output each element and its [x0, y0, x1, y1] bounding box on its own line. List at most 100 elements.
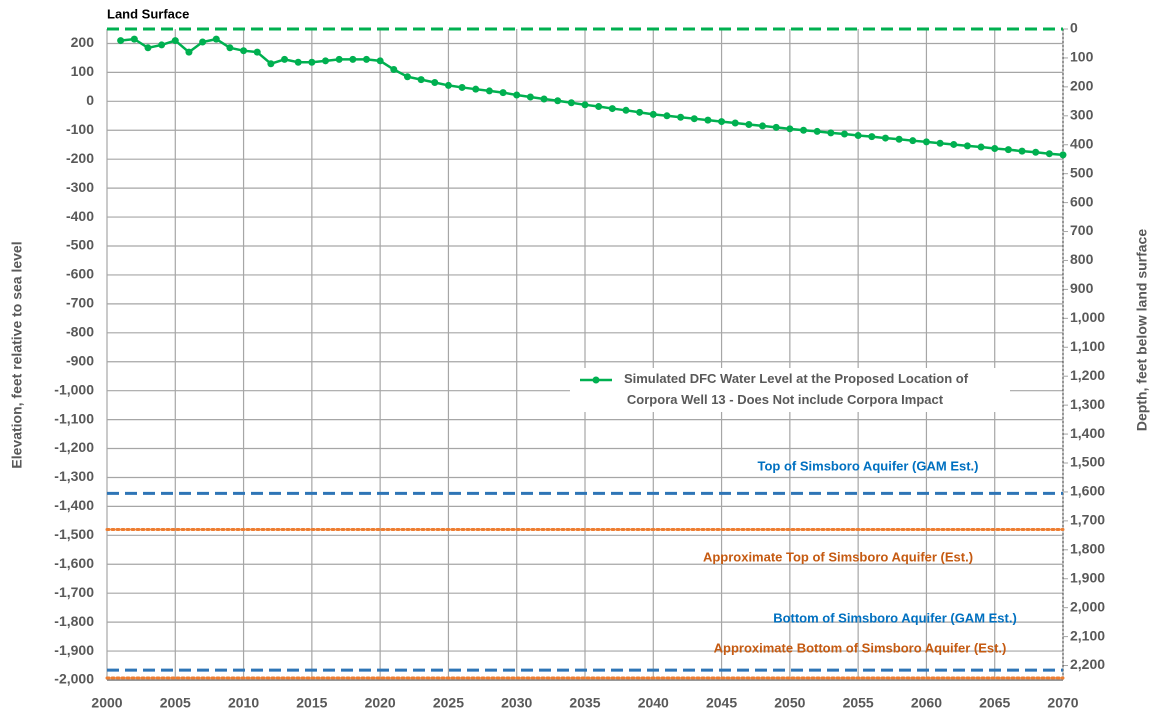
data-point: [308, 58, 316, 66]
y-tick-label: -600: [66, 266, 94, 282]
y-tick-label: -1,100: [54, 410, 94, 426]
data-point: [840, 130, 848, 138]
data-point: [909, 137, 917, 145]
series-line: [120, 37, 1064, 157]
data-point: [731, 119, 739, 127]
y-tick-label: 100: [71, 63, 95, 79]
y2-tick-label: 1,200: [1070, 367, 1105, 383]
data-point: [526, 93, 534, 101]
data-point: [963, 142, 971, 150]
y2-tick-label: 100: [1070, 49, 1094, 65]
y-tick-label: -700: [66, 295, 94, 311]
x-tick-label: 2015: [296, 695, 327, 711]
legend: Simulated DFC Water Level at the Propose…: [570, 368, 1010, 412]
y-tick-label: -1,900: [54, 642, 94, 658]
y-tick-label: -1,000: [54, 381, 94, 397]
data-point: [253, 48, 261, 56]
data-point: [376, 57, 384, 65]
y2-tick-label: 2,000: [1070, 598, 1105, 614]
x-tick-label: 2010: [228, 695, 259, 711]
x-tick-label: 2050: [774, 695, 805, 711]
y-tick-label: -1,500: [54, 526, 94, 542]
data-point: [745, 120, 753, 128]
y-tick-label: -1,400: [54, 497, 94, 513]
y2-tick-label: 1,300: [1070, 396, 1105, 412]
data-point: [322, 57, 330, 65]
y2-tick-label: 900: [1070, 280, 1094, 296]
y2-tick-label: 1,700: [1070, 512, 1105, 528]
x-tick-label: 2045: [706, 695, 737, 711]
data-point: [813, 127, 821, 135]
y-tick-label: -800: [66, 324, 94, 340]
data-point: [1032, 148, 1040, 156]
data-point: [1004, 146, 1012, 154]
y-tick-label: -1,700: [54, 584, 94, 600]
data-point: [390, 66, 398, 74]
y2-tick-label: 700: [1070, 222, 1094, 238]
y2-tick-label: 1,400: [1070, 425, 1105, 441]
y2-tick-label: 1,900: [1070, 569, 1105, 585]
data-point: [349, 55, 357, 63]
data-point: [499, 89, 507, 97]
data-point: [608, 105, 616, 113]
y2-tick-label: 400: [1070, 135, 1094, 151]
y-tick-label: -1,200: [54, 439, 94, 455]
legend-swatch-point: [592, 376, 600, 384]
data-point: [991, 144, 999, 152]
y-tick-label: -300: [66, 179, 94, 195]
x-tick-label: 2065: [979, 695, 1010, 711]
data-point: [199, 38, 207, 46]
data-point: [267, 60, 275, 68]
x-tick-label: 2005: [160, 695, 191, 711]
data-point: [458, 83, 466, 91]
data-point: [868, 133, 876, 141]
data-point: [1059, 151, 1067, 159]
y-tick-label: -2,000: [54, 671, 94, 687]
y-tick-label: -500: [66, 237, 94, 253]
reference-label: Approximate Top of Simsboro Aquifer (Est…: [703, 549, 973, 564]
y-tick-label: 0: [86, 92, 94, 108]
x-tick-label: 2035: [569, 695, 600, 711]
data-point: [540, 95, 548, 103]
data-point: [554, 97, 562, 105]
data-point: [567, 99, 575, 107]
y2-axis-title: Depth, feet below land surface: [1134, 229, 1150, 431]
data-point: [212, 35, 220, 43]
data-point: [690, 115, 698, 123]
x-tick-label: 2020: [365, 695, 396, 711]
y-tick-label: -1,300: [54, 468, 94, 484]
y2-tick-label: 800: [1070, 251, 1094, 267]
y2-tick-label: 300: [1070, 107, 1094, 123]
data-point: [513, 91, 521, 99]
y2-tick-label: 1,100: [1070, 338, 1105, 354]
y-tick-label: -1,600: [54, 555, 94, 571]
reference-label: Land Surface: [107, 6, 189, 21]
data-point: [1045, 150, 1053, 158]
y2-tick-label: 2,200: [1070, 656, 1105, 672]
data-point: [786, 125, 794, 133]
data-point: [417, 76, 425, 84]
data-point: [403, 73, 411, 81]
data-point: [595, 103, 603, 111]
x-tick-label: 2040: [638, 695, 669, 711]
data-point: [950, 140, 958, 148]
y2-tick-label: 0: [1070, 20, 1078, 36]
data-point: [759, 122, 767, 130]
data-point: [117, 37, 125, 45]
y-tick-label: -900: [66, 352, 94, 368]
y-tick-label: 200: [71, 34, 95, 50]
y2-tick-label: 500: [1070, 164, 1094, 180]
x-tick-label: 2070: [1047, 695, 1078, 711]
y2-tick-label: 1,000: [1070, 309, 1105, 325]
data-point: [622, 106, 630, 114]
y2-tick-label: 1,600: [1070, 483, 1105, 499]
data-point: [581, 101, 589, 109]
data-point: [772, 123, 780, 131]
data-point: [936, 139, 944, 147]
data-point: [472, 85, 480, 93]
data-point: [977, 143, 985, 151]
data-point: [185, 48, 193, 56]
data-point: [895, 135, 903, 143]
reference-label: Top of Simsboro Aquifer (GAM Est.): [758, 458, 979, 473]
